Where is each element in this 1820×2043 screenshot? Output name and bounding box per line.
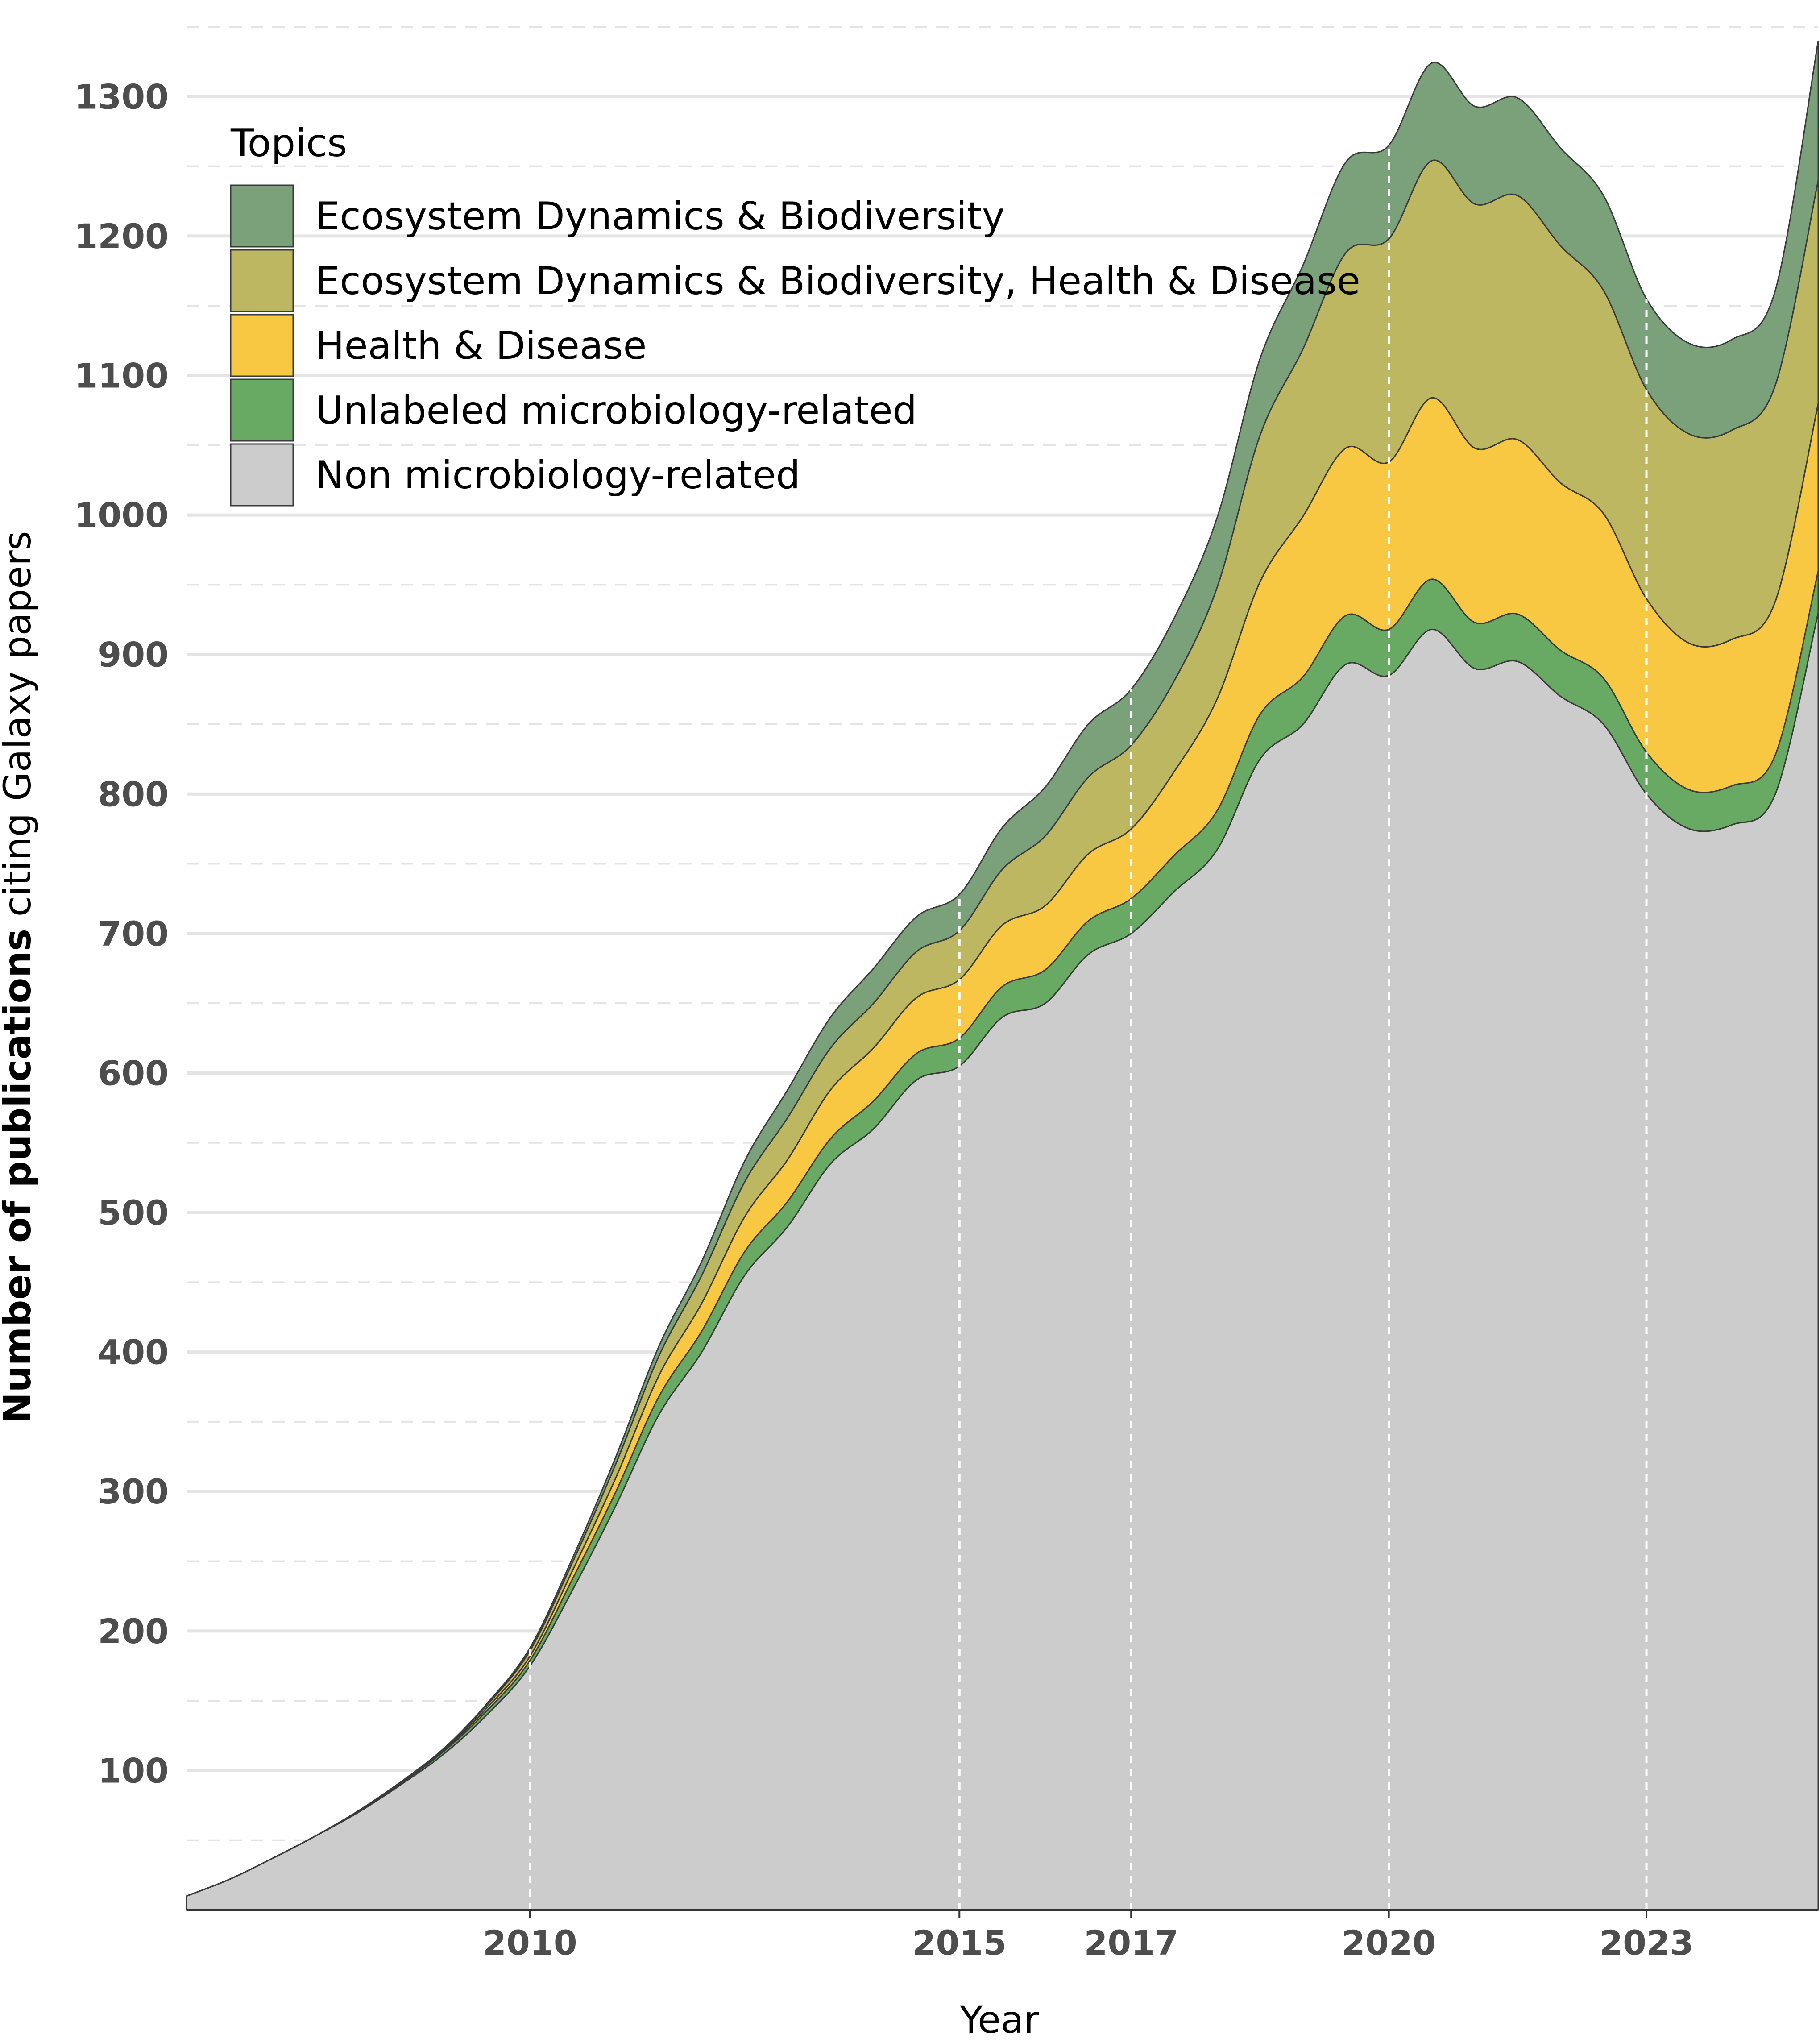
legend-label: Ecosystem Dynamics & Biodiversity, Healt… — [315, 259, 1360, 303]
x-tick-label: 2017 — [1084, 1923, 1178, 1963]
x-axis-ticks: 2010 2015 2017 2020 2023 — [483, 1910, 1694, 1963]
y-tick-label: 500 — [98, 1193, 169, 1233]
area-ecosystem-dynamics-biodiversity — [186, 41, 1819, 1897]
x-tick-label: 2023 — [1599, 1923, 1694, 1963]
y-axis-ticks: 100 200 300 400 500 600 700 800 900 1000 1100 1200 1… — [74, 77, 169, 1790]
y-axis-title-bold: Number of publications — [0, 929, 39, 1424]
legend: Topics Ecosystem Dynamics & Biodiversity… — [230, 121, 1360, 507]
legend-label: Unlabeled microbiology-related — [315, 388, 917, 433]
y-tick-label: 900 — [98, 635, 169, 675]
legend-label: Non microbiology-related — [315, 453, 800, 498]
legend-label: Health & Disease — [315, 324, 647, 368]
y-tick-label: 400 — [98, 1333, 169, 1372]
y-tick-label: 600 — [98, 1053, 169, 1093]
y-axis-title-rest: citing Galaxy papers — [0, 531, 39, 929]
y-tick-label: 700 — [98, 914, 169, 954]
highlight-year-lines — [529, 145, 1648, 1910]
area-non-microbiology-related — [186, 612, 1819, 1911]
y-tick-label: 300 — [98, 1472, 169, 1511]
y-tick-label: 1000 — [74, 495, 169, 535]
x-tick-label: 2020 — [1342, 1923, 1436, 1963]
x-tick-label: 2010 — [483, 1923, 577, 1963]
y-tick-label: 1100 — [74, 356, 169, 395]
y-tick-label: 800 — [98, 774, 169, 814]
y-tick-label: 200 — [98, 1611, 169, 1651]
legend-label: Ecosystem Dynamics & Biodiversity — [315, 194, 1005, 239]
legend-swatch — [230, 184, 294, 248]
legend-swatch — [230, 378, 294, 442]
x-axis-title: Year — [959, 1998, 1039, 2042]
legend-swatch — [230, 249, 294, 312]
y-tick-label: 1300 — [74, 77, 169, 116]
legend-swatch — [230, 314, 294, 377]
legend-items: Ecosystem Dynamics & Biodiversity Ecosyst… — [230, 184, 1360, 507]
y-axis-title: Number of publications citing Galaxy pap… — [0, 531, 39, 1424]
x-tick-label: 2015 — [912, 1923, 1007, 1963]
y-tick-label: 1200 — [74, 216, 169, 256]
y-tick-label: 100 — [98, 1751, 169, 1790]
legend-swatch — [230, 443, 294, 507]
legend-title: Topics — [230, 121, 347, 166]
